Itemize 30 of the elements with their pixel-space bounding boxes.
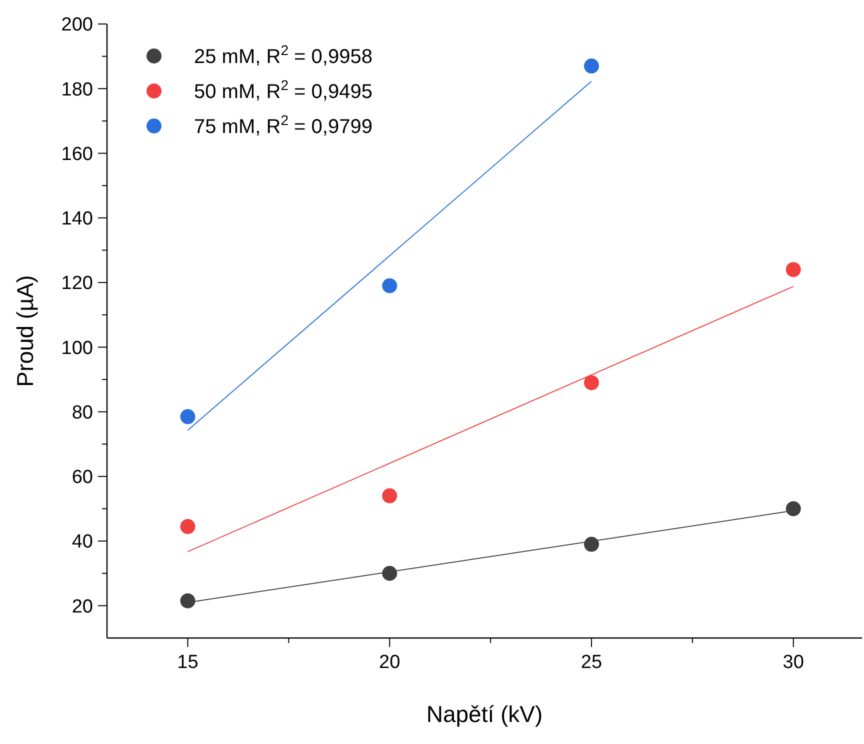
y-axis-title: Proud (µA) — [12, 275, 38, 387]
legend-label: 25 mM, R$^{2}$ = 0,9958 — [194, 42, 372, 68]
y-tick-label: 100 — [61, 338, 93, 359]
x-tick-label: 30 — [782, 652, 804, 673]
point — [180, 519, 196, 534]
point — [180, 409, 196, 424]
point — [382, 278, 398, 294]
point — [584, 536, 599, 552]
point — [584, 58, 599, 74]
point — [382, 566, 398, 581]
y-tick-label: 140 — [61, 208, 93, 230]
point — [382, 488, 398, 504]
x-axis-title: Napětí (kV) — [426, 701, 543, 727]
y-tick-label: 120 — [61, 273, 93, 294]
y-tick-label: 160 — [61, 144, 93, 165]
y-tick-label: 80 — [72, 402, 93, 424]
legend-label: 75 mM, R$^{2}$ = 0,9799 — [194, 112, 372, 138]
y-tick-label: 200 — [61, 14, 93, 36]
point — [180, 593, 196, 608]
point — [584, 375, 599, 390]
y-tick-label: 40 — [72, 532, 93, 553]
point — [786, 501, 801, 516]
x-tick-label: 15 — [177, 652, 198, 673]
point — [786, 262, 801, 278]
x-tick-label: 25 — [580, 652, 602, 673]
legend-label: 50 mM, R$^{2}$ = 0,9495 — [194, 77, 372, 103]
x-tick-label: 20 — [379, 652, 400, 673]
y-tick-label: 60 — [72, 467, 93, 488]
y-tick-label: 20 — [72, 596, 93, 618]
y-tick-label: 180 — [61, 79, 93, 100]
